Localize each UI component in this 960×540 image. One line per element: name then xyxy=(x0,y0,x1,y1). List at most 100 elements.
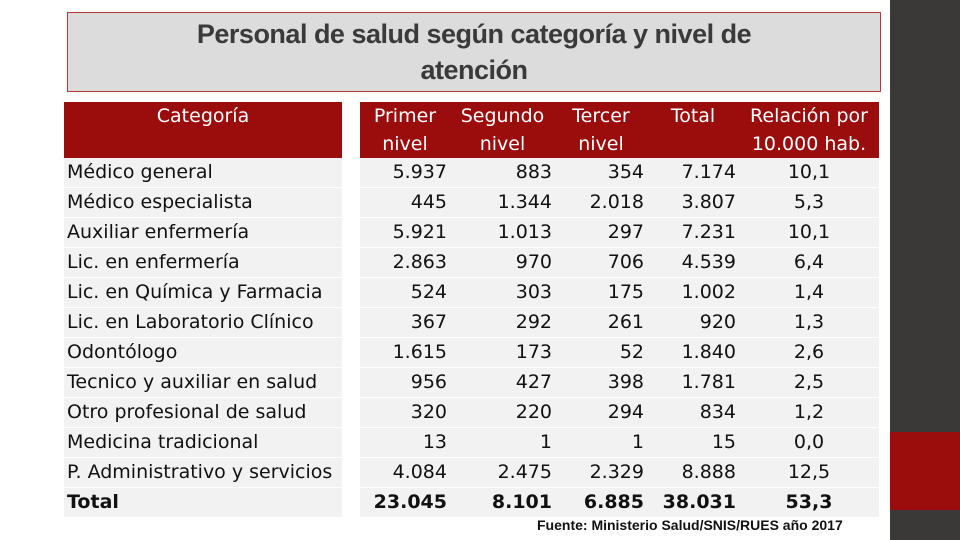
cell-relacion: 1,4 xyxy=(739,277,879,308)
cell-segundo: 1.013 xyxy=(450,217,555,248)
cell-primer: 5.937 xyxy=(360,158,450,188)
cell-categoria: Lic. en Química y Farmacia xyxy=(64,277,342,308)
title-box: Personal de salud según categoría y nive… xyxy=(67,12,881,92)
table-row: Otro profesional de salud 320 220 294 834 1,2 xyxy=(64,397,879,428)
side-bar-accent xyxy=(890,432,960,510)
cell-gap xyxy=(342,277,360,308)
cell-tercer: 261 xyxy=(555,307,647,338)
cell-categoria: Auxiliar enfermería xyxy=(64,217,342,248)
cell-relacion: 1,2 xyxy=(739,397,879,428)
cell-segundo: 883 xyxy=(450,158,555,188)
header-primer-nivel: Primer nivel xyxy=(360,102,450,158)
cell-total: 15 xyxy=(647,427,739,458)
table-total-row: Total 23.045 8.101 6.885 38.031 53,3 xyxy=(64,487,879,518)
cell-total: 1.002 xyxy=(647,277,739,308)
cell-primer: 956 xyxy=(360,367,450,398)
cell-segundo: 427 xyxy=(450,367,555,398)
header-total: Total xyxy=(647,102,739,158)
cell-categoria: Otro profesional de salud xyxy=(64,397,342,428)
cell-categoria: Lic. en enfermería xyxy=(64,247,342,278)
cell-total: 7.231 xyxy=(647,217,739,248)
cell-relacion: 5,3 xyxy=(739,187,879,218)
cell-segundo: 8.101 xyxy=(450,487,555,518)
cell-primer: 4.084 xyxy=(360,457,450,488)
cell-primer: 23.045 xyxy=(360,487,450,518)
cell-gap xyxy=(342,487,360,518)
cell-primer: 13 xyxy=(360,427,450,458)
cell-gap xyxy=(342,337,360,368)
cell-gap xyxy=(342,427,360,458)
cell-gap xyxy=(342,187,360,218)
cell-categoria: P. Administrativo y servicios xyxy=(64,457,342,488)
cell-segundo: 220 xyxy=(450,397,555,428)
cell-relacion: 2,6 xyxy=(739,337,879,368)
cell-tercer: 2.329 xyxy=(555,457,647,488)
cell-tercer: 6.885 xyxy=(555,487,647,518)
cell-categoria: Lic. en Laboratorio Clínico xyxy=(64,307,342,338)
cell-primer: 367 xyxy=(360,307,450,338)
cell-tercer: 398 xyxy=(555,367,647,398)
cell-categoria: Medicina tradicional xyxy=(64,427,342,458)
cell-categoria: Médico general xyxy=(64,158,342,188)
cell-primer: 5.921 xyxy=(360,217,450,248)
cell-categoria: Tecnico y auxiliar en salud xyxy=(64,367,342,398)
table-row: P. Administrativo y servicios 4.084 2.475 2… xyxy=(64,457,879,488)
cell-segundo: 292 xyxy=(450,307,555,338)
header-relacion: Relación por 10.000 hab. xyxy=(739,102,879,158)
cell-total: 7.174 xyxy=(647,158,739,188)
cell-primer: 1.615 xyxy=(360,337,450,368)
cell-categoria: Médico especialista xyxy=(64,187,342,218)
cell-gap xyxy=(342,457,360,488)
table-row: Médico especialista 445 1.344 2.018 3.807 5,3 xyxy=(64,187,879,218)
cell-segundo: 303 xyxy=(450,277,555,308)
cell-relacion: 10,1 xyxy=(739,158,879,188)
table-row: Odontólogo 1.615 173 52 1.840 2,6 xyxy=(64,337,879,368)
cell-tercer: 706 xyxy=(555,247,647,278)
cell-gap xyxy=(342,367,360,398)
cell-segundo: 173 xyxy=(450,337,555,368)
cell-tercer: 2.018 xyxy=(555,187,647,218)
cell-segundo: 2.475 xyxy=(450,457,555,488)
cell-segundo: 1.344 xyxy=(450,187,555,218)
cell-primer: 524 xyxy=(360,277,450,308)
table-header-row: Categoría Primer nivel Segundo nivel Terce… xyxy=(64,102,879,158)
table-row: Lic. en enfermería 2.863 970 706 4.539 6,4 xyxy=(64,247,879,278)
table-row: Medicina tradicional 13 1 1 15 0,0 xyxy=(64,427,879,458)
cell-categoria: Total xyxy=(64,487,342,518)
header-gap xyxy=(342,102,360,158)
cell-total: 834 xyxy=(647,397,739,428)
table-row: Lic. en Laboratorio Clínico 367 292 261 920 1… xyxy=(64,307,879,338)
cell-gap xyxy=(342,397,360,428)
table-row: Auxiliar enfermería 5.921 1.013 297 7.231 10,… xyxy=(64,217,879,248)
cell-total: 8.888 xyxy=(647,457,739,488)
table-row: Tecnico y auxiliar en salud 956 427 398 1.78… xyxy=(64,367,879,398)
cell-primer: 2.863 xyxy=(360,247,450,278)
cell-total: 1.781 xyxy=(647,367,739,398)
cell-relacion: 6,4 xyxy=(739,247,879,278)
header-segundo-nivel: Segundo nivel xyxy=(450,102,555,158)
cell-gap xyxy=(342,217,360,248)
source-note: Fuente: Ministerio Salud/SNIS/RUES año 2… xyxy=(537,517,843,533)
cell-gap xyxy=(342,307,360,338)
header-tercer-nivel: Tercer nivel xyxy=(555,102,647,158)
cell-relacion: 2,5 xyxy=(739,367,879,398)
slide-title: Personal de salud según categoría y nive… xyxy=(196,19,752,85)
table-row: Lic. en Química y Farmacia 524 303 175 1.002… xyxy=(64,277,879,308)
cell-total: 4.539 xyxy=(647,247,739,278)
cell-tercer: 175 xyxy=(555,277,647,308)
cell-tercer: 297 xyxy=(555,217,647,248)
cell-primer: 445 xyxy=(360,187,450,218)
cell-tercer: 1 xyxy=(555,427,647,458)
cell-tercer: 354 xyxy=(555,158,647,188)
header-categoria: Categoría xyxy=(64,102,342,158)
cell-segundo: 970 xyxy=(450,247,555,278)
cell-total: 3.807 xyxy=(647,187,739,218)
cell-relacion: 10,1 xyxy=(739,217,879,248)
cell-total: 1.840 xyxy=(647,337,739,368)
cell-total: 38.031 xyxy=(647,487,739,518)
cell-gap xyxy=(342,247,360,278)
cell-gap xyxy=(342,158,360,188)
cell-tercer: 52 xyxy=(555,337,647,368)
cell-primer: 320 xyxy=(360,397,450,428)
cell-total: 920 xyxy=(647,307,739,338)
